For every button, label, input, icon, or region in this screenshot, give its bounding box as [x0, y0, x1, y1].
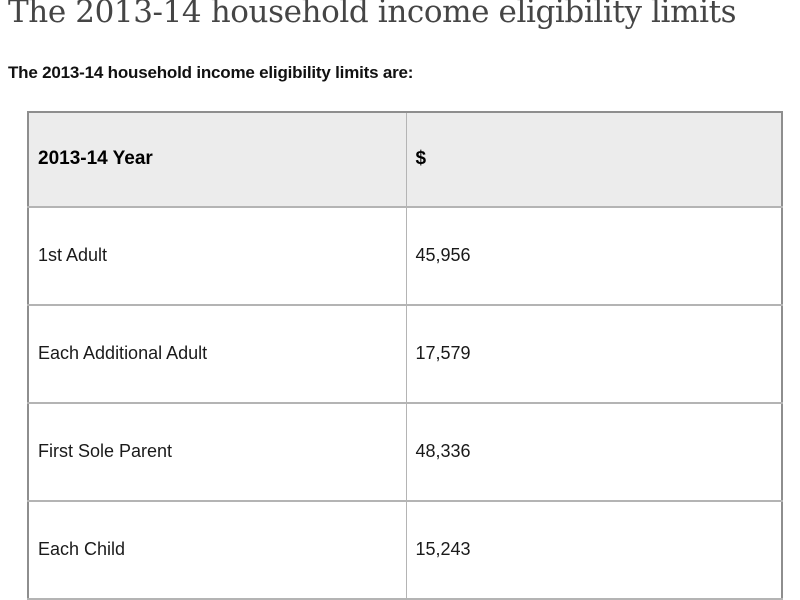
column-header-year: 2013-14 Year	[27, 111, 407, 208]
table-header-row: 2013-14 Year $	[27, 111, 783, 208]
table-row: First Sole Parent 48,336	[27, 402, 783, 502]
intro-text: The 2013-14 household income eligibility…	[8, 62, 414, 82]
row-value: 48,336	[405, 402, 783, 502]
table-row: 1st Adult 45,956	[27, 206, 783, 306]
income-eligibility-table: 2013-14 Year $ 1st Adult 45,956 Each Add…	[27, 110, 783, 600]
row-value: 15,243	[405, 500, 783, 600]
column-header-amount: $	[405, 111, 783, 208]
row-label: 1st Adult	[27, 206, 407, 306]
table-row: Each Child 15,243	[27, 500, 783, 600]
row-value: 45,956	[405, 206, 783, 306]
table-row: Each Additional Adult 17,579	[27, 304, 783, 404]
row-label: Each Additional Adult	[27, 304, 407, 404]
row-label: First Sole Parent	[27, 402, 407, 502]
row-value: 17,579	[405, 304, 783, 404]
row-label: Each Child	[27, 500, 407, 600]
page-title: The 2013-14 household income eligibility…	[8, 0, 737, 30]
